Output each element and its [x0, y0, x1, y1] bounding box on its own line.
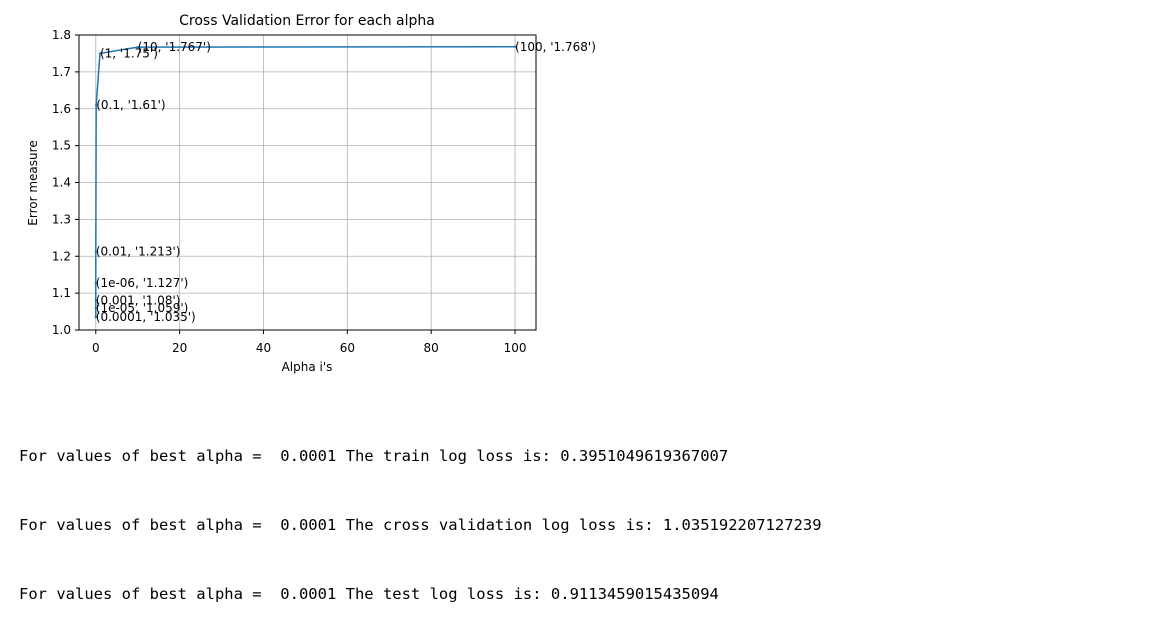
- y-tick-label: 1.7: [52, 65, 71, 79]
- x-tick-label: 20: [172, 341, 187, 355]
- data-point: [94, 315, 97, 319]
- console-output: For values of best alpha = 0.0001 The tr…: [19, 399, 822, 629]
- chart-title: Cross Validation Error for each alpha: [179, 13, 435, 29]
- x-tick-label: 40: [256, 341, 271, 355]
- data-point: [94, 299, 97, 302]
- point-annotation: (1, '1.75'): [100, 46, 158, 60]
- data-point: [136, 45, 139, 49]
- output-line-cv: For values of best alpha = 0.0001 The cr…: [19, 516, 822, 534]
- x-tick-label: 80: [424, 341, 439, 355]
- point-annotation: (1e-06, '1.127'): [96, 276, 189, 290]
- x-axis-label: Alpha i's: [282, 360, 333, 374]
- x-axis-ticks: 0 20 40 60 80 100: [92, 330, 527, 355]
- data-point: [94, 250, 98, 253]
- point-annotation: (0.001, '1.08'): [96, 294, 181, 308]
- point-annotation: (10, '1.767'): [138, 40, 211, 54]
- data-point: [98, 52, 102, 55]
- x-tick-label: 100: [504, 341, 527, 355]
- point-annotation: (0.1, '1.61'): [96, 98, 165, 112]
- plot-frame: [78, 34, 537, 331]
- y-tick-label: 1.4: [52, 176, 71, 190]
- y-tick-label: 1.6: [52, 102, 71, 116]
- data-point: [94, 307, 97, 310]
- data-point: [94, 281, 97, 285]
- y-tick-label: 1.0: [52, 323, 71, 337]
- data-point: [513, 45, 517, 48]
- point-annotations: (1e-06, '1.127') (1e-05, '1.059')(0.0001,…: [96, 40, 596, 324]
- output-line-train: For values of best alpha = 0.0001 The tr…: [19, 447, 729, 465]
- output-line-test: For values of best alpha = 0.0001 The te…: [19, 585, 719, 603]
- y-axis-label: Error measure: [26, 140, 40, 225]
- point-annotation: (0.01, '1.213'): [96, 244, 181, 258]
- y-tick-label: 1.2: [52, 249, 71, 263]
- data-point: [94, 103, 98, 107]
- data-points: [94, 45, 517, 319]
- point-annotation: (1e-05, '1.059'): [96, 301, 189, 315]
- point-annotation: (100, '1.768'): [515, 40, 596, 54]
- y-tick-label: 1.1: [52, 286, 71, 300]
- point-annotation: (0.0001, '1.035'): [96, 310, 196, 324]
- y-axis-ticks: 1.0 1.1 1.2 1.3 1.4 1.5 1.6 1.7 1.8: [52, 28, 79, 337]
- x-tick-label: 0: [92, 341, 100, 355]
- y-tick-label: 1.3: [52, 212, 71, 226]
- y-tick-label: 1.8: [52, 28, 71, 42]
- x-tick-label: 60: [340, 341, 355, 355]
- cross-validation-chart: 0 20 40 60 80 100 1.0 1.1 1.2 1.3 1.4 1.5 1.6 1.7 1.8…: [26, 13, 596, 374]
- y-tick-label: 1.5: [52, 139, 71, 153]
